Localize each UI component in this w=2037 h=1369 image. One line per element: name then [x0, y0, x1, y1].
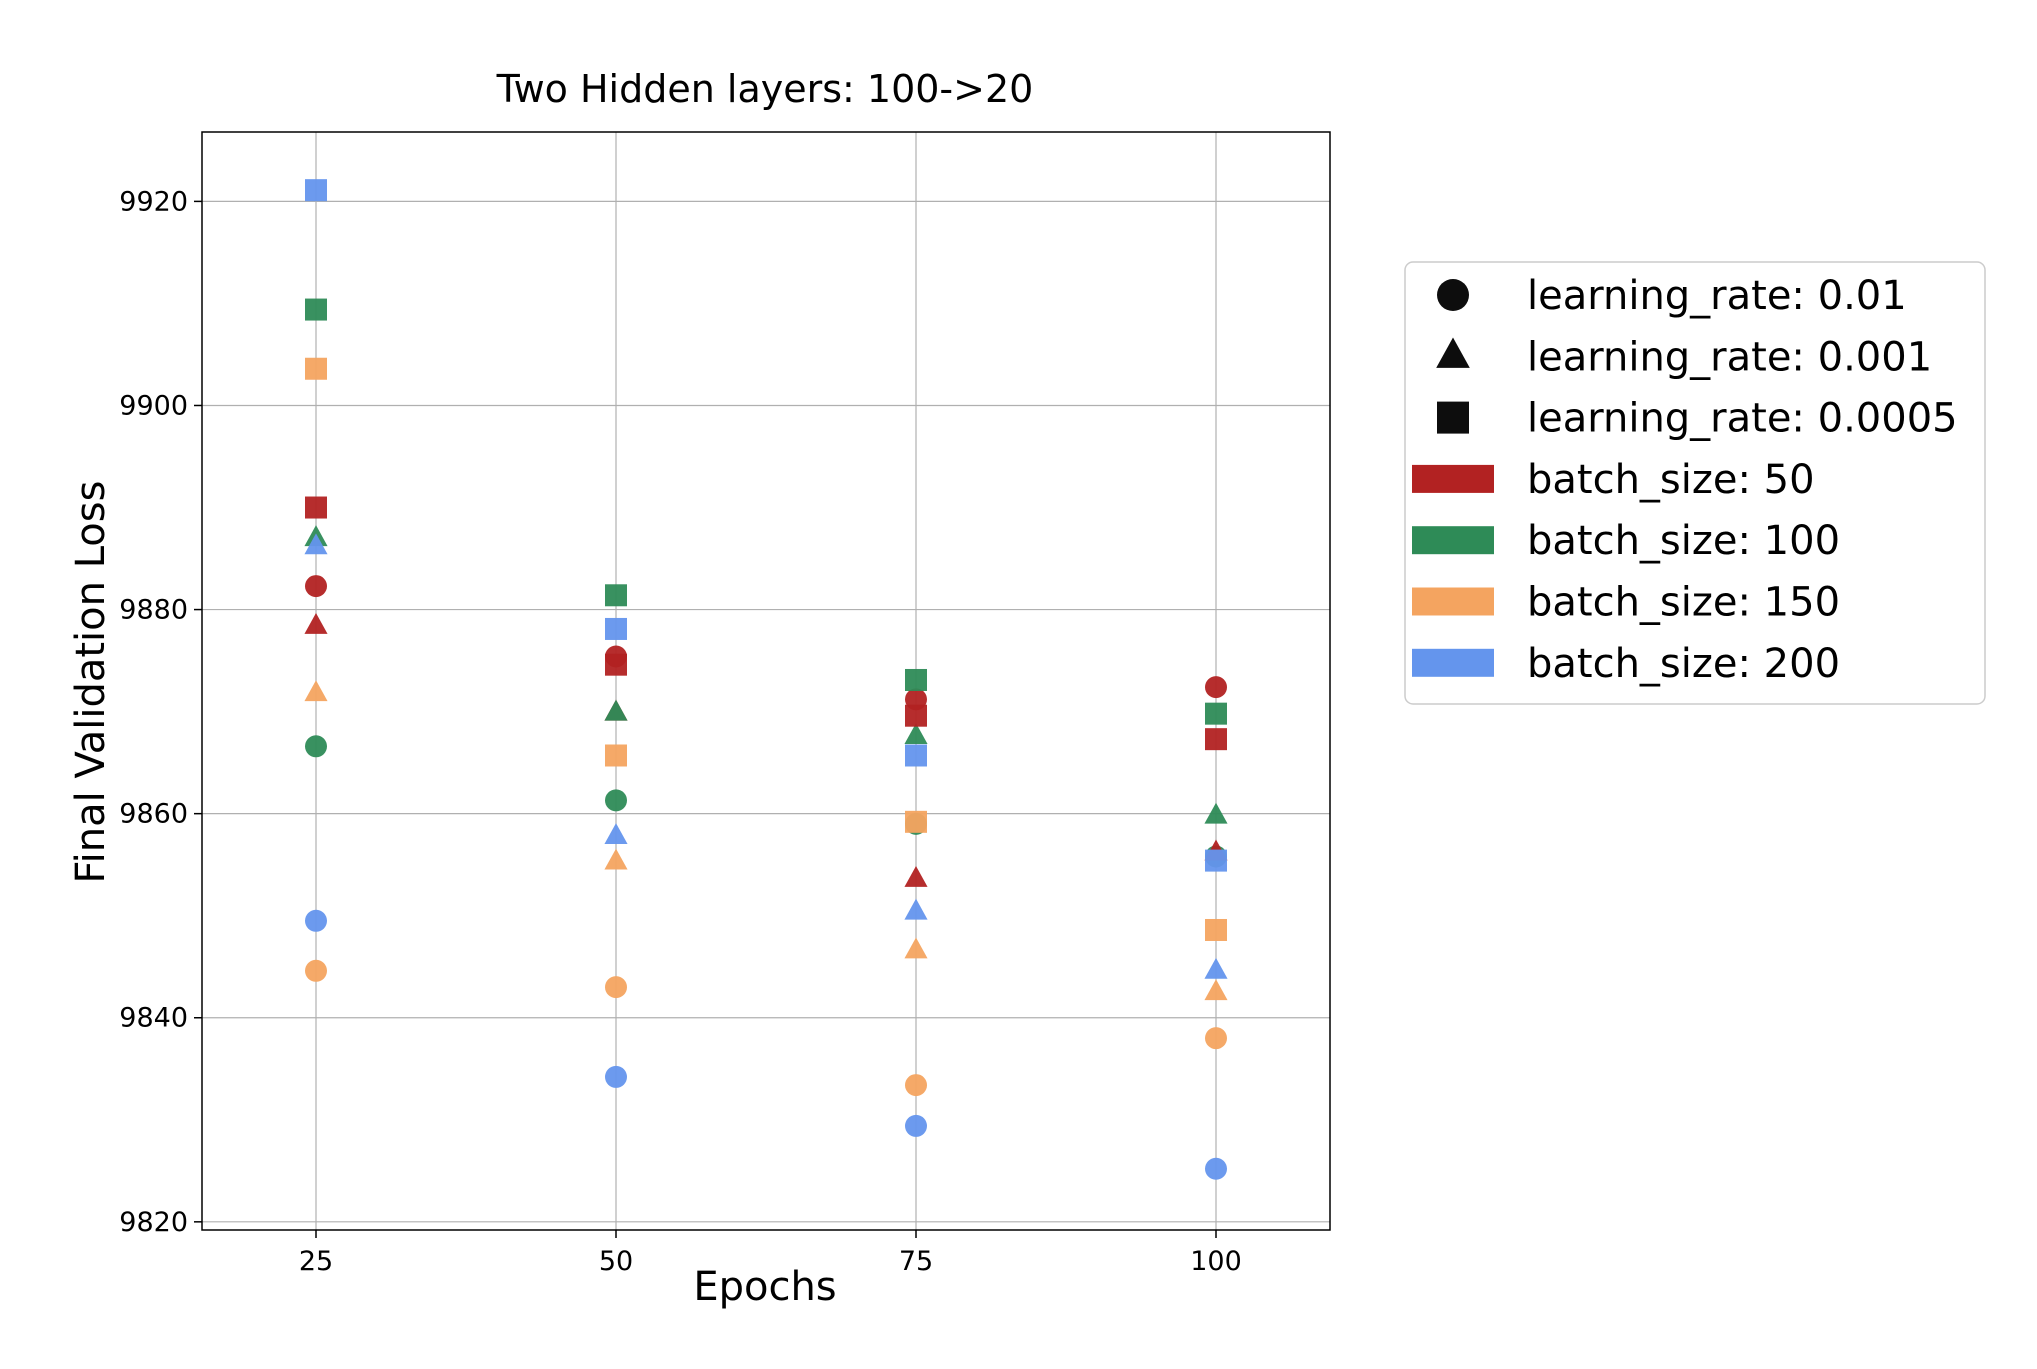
y-tick-label: 9900 [119, 390, 188, 421]
data-point-circle-batch-150 [305, 959, 327, 982]
axis-ticks: 25 50 75 100 9820 9840 9860 9880 9900 9920 [119, 186, 1241, 1277]
data-point-square-batch-200 [905, 744, 927, 767]
data-point-circle-batch-200 [305, 909, 327, 932]
y-tick-label: 9840 [119, 1003, 188, 1034]
x-tick-label: 25 [299, 1246, 333, 1277]
legend-label: batch_size: 150 [1527, 580, 1840, 626]
data-point-triangle-batch-200 [604, 823, 628, 845]
x-tick-label: 100 [1190, 1246, 1242, 1277]
legend-swatch [1412, 648, 1494, 677]
legend-marker-triangle [1436, 337, 1470, 368]
x-tick-label: 75 [899, 1246, 933, 1277]
data-point-square-batch-100 [1205, 702, 1227, 725]
y-tick-label: 9880 [119, 595, 188, 626]
data-point-triangle-batch-150 [604, 848, 628, 870]
data-point-circle-batch-100 [605, 789, 627, 812]
legend-label: learning_rate: 0.0005 [1527, 396, 1958, 442]
data-point-circle-batch-50 [305, 575, 327, 598]
legend-swatch [1412, 587, 1494, 616]
data-point-circle-batch-150 [605, 976, 627, 999]
data-point-square-batch-150 [305, 357, 327, 380]
data-point-square-batch-100 [605, 584, 627, 607]
legend-label: batch_size: 100 [1527, 518, 1840, 564]
data-point-triangle-batch-150 [1204, 979, 1228, 1001]
data-point-square-batch-50 [905, 704, 927, 727]
data-point-square-batch-150 [605, 744, 627, 767]
data-points [304, 179, 1228, 1180]
legend-swatch [1412, 464, 1494, 493]
data-point-square-batch-100 [305, 298, 327, 321]
data-point-square-batch-100 [905, 668, 927, 691]
y-tick-label: 9820 [119, 1207, 188, 1238]
data-point-triangle-batch-50 [904, 866, 928, 887]
data-point-square-batch-200 [305, 179, 327, 202]
data-point-triangle-batch-150 [904, 937, 928, 959]
data-point-triangle-batch-100 [1204, 802, 1228, 824]
data-point-triangle-batch-200 [1204, 957, 1228, 979]
data-point-circle-batch-50 [1205, 676, 1227, 699]
legend-label: learning_rate: 0.001 [1527, 334, 1932, 380]
data-point-triangle-batch-200 [304, 533, 328, 555]
legend-marker-square [1437, 401, 1469, 434]
plot-frame [201, 131, 1331, 1231]
data-point-circle-batch-200 [605, 1065, 627, 1088]
legend-swatch [1412, 526, 1494, 555]
x-tick-label: 50 [599, 1246, 633, 1277]
data-point-circle-batch-150 [905, 1074, 927, 1097]
y-tick-label: 9860 [119, 799, 188, 830]
data-point-square-batch-50 [1205, 728, 1227, 751]
data-point-circle-batch-200 [905, 1114, 927, 1137]
legend: learning_rate: 0.01 learning_rate: 0.001 l… [1404, 261, 1986, 705]
legend-frame [1404, 261, 1986, 705]
data-point-triangle-batch-100 [904, 723, 928, 745]
data-point-triangle-batch-200 [904, 898, 928, 920]
data-point-square-batch-200 [605, 617, 627, 640]
legend-label: batch_size: 50 [1527, 457, 1815, 503]
chart-title: Two Hidden layers: 100->20 [496, 67, 1034, 111]
data-point-triangle-batch-100 [604, 699, 628, 721]
data-point-triangle-batch-50 [304, 612, 328, 634]
y-axis-title: Final Validation Loss [68, 481, 114, 884]
legend-marker-circle [1437, 279, 1469, 311]
data-point-square-batch-150 [905, 810, 927, 833]
legend-label: batch_size: 200 [1527, 641, 1840, 687]
data-point-square-batch-50 [605, 653, 627, 676]
x-axis-title: Epochs [693, 1264, 836, 1310]
data-point-triangle-batch-150 [304, 680, 328, 702]
data-point-square-batch-150 [1205, 918, 1227, 941]
data-point-circle-batch-100 [305, 735, 327, 758]
legend-label: learning_rate: 0.01 [1527, 273, 1907, 319]
data-point-circle-batch-150 [1205, 1027, 1227, 1050]
data-point-square-batch-50 [305, 496, 327, 519]
y-tick-label: 9920 [119, 186, 188, 217]
data-point-square-batch-200 [1205, 849, 1227, 872]
data-point-circle-batch-200 [1205, 1157, 1227, 1180]
legend-items: learning_rate: 0.01 learning_rate: 0.001 l… [1412, 273, 1958, 687]
